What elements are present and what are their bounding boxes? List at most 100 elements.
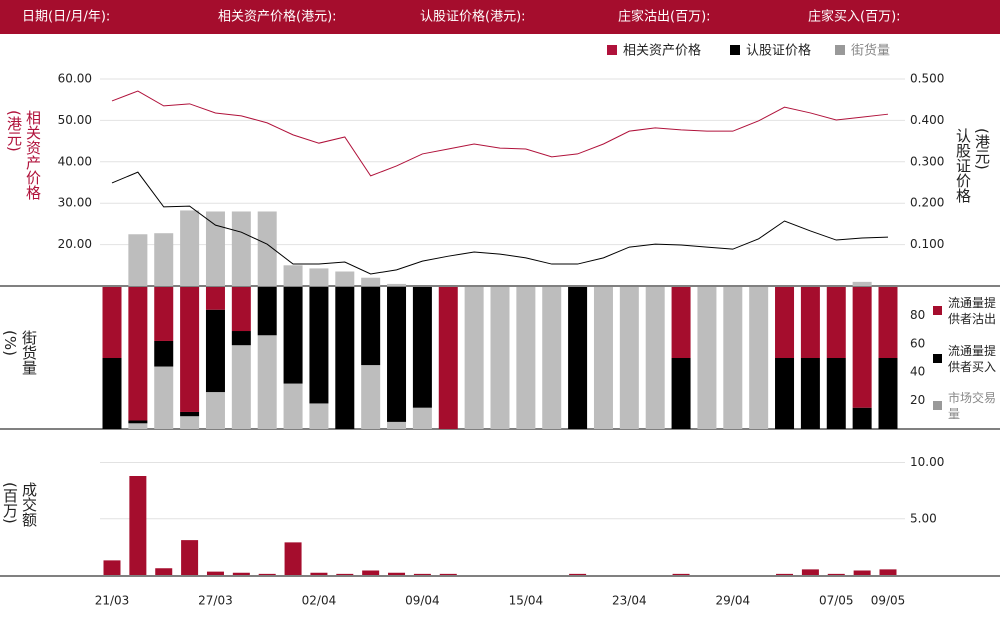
x-tick-label: 09/05 [871,594,906,608]
header-bar [0,0,1000,34]
stack-segment [128,420,148,424]
stack-segment [102,358,122,429]
street-volume-bar [154,233,174,286]
tick-label: 0.100 [910,237,944,251]
header-label: 日期(日/月/年): [22,10,110,25]
bar [388,572,406,575]
tick-label: 0.500 [910,72,944,86]
stack-segment [128,423,148,429]
bar [284,542,302,575]
x-tick-label: 07/05 [819,594,854,608]
tick-label: 40 [910,365,925,379]
stack-segment [542,287,562,429]
bar [129,476,147,575]
stack-segment [438,287,458,429]
legend-swatch [933,354,942,363]
stack-segment [387,421,407,429]
tick-label: 60 [910,336,925,350]
bar [569,573,587,575]
legend-label: 流通量提供者沽出 [948,296,997,326]
x-tick-label: 09/04 [405,594,440,608]
stack-segment [671,358,691,429]
bar [853,570,871,575]
stack-segment [593,287,613,429]
bar [362,570,380,575]
stack-segment [154,366,174,429]
legend-label: 流通量提供者买入 [948,344,997,374]
street-volume-bar [283,265,303,286]
y-axis-title: 街货量(%) [1,330,38,375]
header-label: 庄家买入(百万): [808,9,901,25]
tick-label: 40.00 [58,154,92,168]
stack-segment [205,287,225,310]
tick-label: 50.00 [58,113,92,127]
stack-segment [231,287,251,332]
stack-segment [800,358,820,429]
stack-segment [775,358,795,429]
stack-segment [335,287,355,429]
x-tick-label: 21/03 [95,594,130,608]
stack-segment [283,287,303,384]
stack-segment [154,340,174,367]
tick-label: 0.300 [910,154,944,168]
tick-label: 20.00 [58,237,92,251]
stack-segment [516,287,536,429]
stack-segment [387,287,407,422]
street-volume-bar [852,281,872,286]
y-axis-title: 相关资产价格(港元) [5,110,42,200]
stack-segment [154,287,174,341]
bar [103,560,121,575]
stack-segment [852,287,872,408]
stack-segment [697,287,717,429]
stack-segment [878,287,898,358]
stack-segment [361,287,381,366]
x-tick-label: 23/04 [612,594,647,608]
street-volume-bar [309,268,329,286]
legend-swatch [607,45,617,55]
stack-segment [826,287,846,358]
tick-label: 5.00 [910,511,937,525]
street-volume-bar [231,211,251,286]
stack-segment [671,287,691,358]
stack-segment [852,407,872,429]
tick-label: 80 [910,308,925,322]
price-line [111,171,889,275]
header-label: 庄家沽出(百万): [618,9,711,25]
x-tick-label: 15/04 [509,594,544,608]
tick-label: 0.200 [910,196,944,210]
tick-label: 20 [910,393,925,407]
tick-label: 60.00 [58,72,92,86]
legend-swatch [933,306,942,315]
stack-segment [231,345,251,429]
bar [776,573,794,575]
legend-label: 街货量 [851,43,890,59]
bar [801,569,819,575]
tick-label: 30.00 [58,196,92,210]
y-axis-title: 成交额(百万) [1,482,38,527]
stack-segment [775,287,795,358]
stack-segment [309,403,329,429]
street-volume-bar [257,211,277,286]
x-tick-label: 27/03 [198,594,233,608]
bar [827,573,845,575]
tick-label: 0.400 [910,113,944,127]
stack-segment [205,392,225,429]
stack-segment [283,383,303,429]
bar [258,573,276,575]
bar [672,573,690,575]
stack-segment [257,287,277,336]
stack-segment [361,365,381,429]
bar [155,568,173,575]
stack-segment [180,411,200,417]
bar [879,569,897,575]
stack-segment [568,287,588,429]
x-tick-label: 29/04 [716,594,751,608]
stack-segment [619,287,639,429]
bar [336,573,354,575]
header-label: 相关资产价格(港元): [218,9,337,25]
stack-segment [723,287,743,429]
stack-segment [645,287,665,429]
stack-segment [826,358,846,429]
